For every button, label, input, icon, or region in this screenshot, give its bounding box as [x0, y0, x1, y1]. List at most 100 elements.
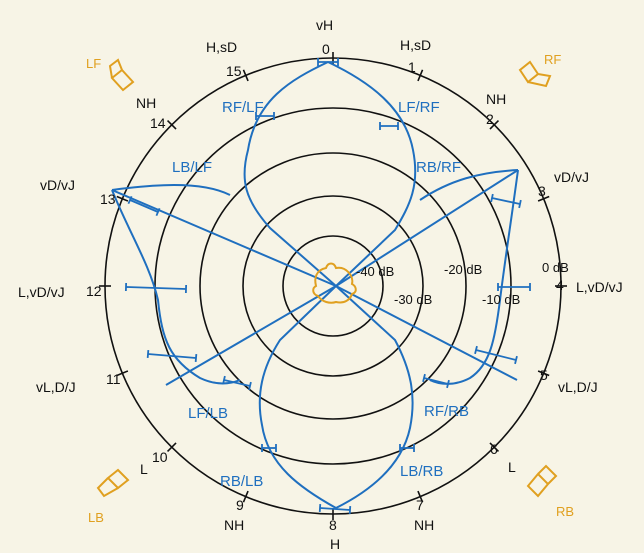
curve-label-rb-rf: RB/RF: [416, 159, 461, 176]
curve-label-lf-rf: LF/RF: [398, 99, 440, 116]
curve-right-outer: [429, 169, 519, 385]
curve-label-rf-rb: RF/RB: [424, 403, 469, 420]
error-bar-cap: [127, 195, 133, 205]
error-bar: [129, 199, 159, 213]
judgment-label-9: NH: [224, 517, 244, 533]
judgment-label-15: H,sD: [206, 39, 237, 55]
judgment-label-1: H,sD: [400, 37, 431, 53]
tick-mark: [537, 195, 550, 202]
error-bar-cap: [194, 353, 198, 363]
curve-right-upper: [419, 169, 519, 201]
error-bar: [223, 379, 251, 387]
curve-back-right: [335, 285, 414, 509]
error-bar: [125, 286, 187, 290]
tick-mark: [242, 69, 249, 82]
tick-mark: [116, 370, 129, 377]
speaker-icon-rf: [518, 60, 552, 88]
speaker-icon-rb: [526, 464, 558, 498]
speaker-label-lb: LB: [88, 510, 104, 525]
curve-label-lb-lf: LB/LF: [172, 159, 212, 176]
judgment-label-0: vH: [316, 17, 333, 33]
judgment-label-5: vL,D/J: [558, 379, 598, 395]
position-number-14: 14: [150, 115, 166, 131]
judgment-label-2: NH: [486, 91, 506, 107]
position-number-4: 4: [556, 277, 564, 293]
judgment-label-7: NH: [414, 517, 434, 533]
error-bar-cap: [222, 375, 226, 385]
judgment-label-12: L,vD/vJ: [18, 284, 65, 300]
error-bar-cap: [155, 207, 161, 217]
position-number-9: 9: [236, 497, 244, 513]
error-bar-cap: [490, 193, 494, 203]
listener-head-icon: [312, 262, 357, 304]
judgment-label-4: L,vD/vJ: [576, 279, 623, 295]
db-label-30: -30 dB: [394, 292, 432, 307]
db-label-20: -20 dB: [444, 262, 482, 277]
db-label-40: -40 dB: [356, 264, 394, 279]
judgment-label-8: H: [330, 536, 340, 552]
tick-mark: [489, 442, 500, 453]
judgment-label-6: L: [508, 459, 516, 475]
error-bar: [319, 507, 351, 511]
error-bar: [423, 377, 449, 385]
curve-back-left: [258, 285, 337, 509]
ring-30db: [242, 195, 424, 377]
error-bar: [491, 197, 521, 205]
position-number-12: 12: [86, 283, 102, 299]
curve-label-rb-lb: RB/LB: [220, 473, 263, 490]
curve-label-lf-lb: LF/LB: [188, 405, 228, 422]
position-number-2: 2: [486, 111, 494, 127]
error-bar-cap: [348, 505, 352, 515]
tick-mark: [116, 195, 129, 202]
tick-mark: [417, 490, 424, 503]
position-number-1: 1: [408, 59, 416, 75]
judgment-label-10: L: [140, 461, 148, 477]
speaker-label-rf: RF: [544, 52, 561, 67]
curve-left-outer: [111, 189, 241, 385]
ring-40db: [282, 235, 384, 337]
speaker-icon-lf: [108, 58, 135, 92]
position-number-13: 13: [100, 191, 116, 207]
tick-mark: [242, 490, 249, 503]
judgment-label-3: vD/vJ: [554, 169, 589, 185]
error-bar-cap: [146, 349, 150, 359]
tick-mark: [166, 119, 177, 130]
ring-20db: [199, 152, 467, 420]
curve-front-left: [243, 61, 337, 287]
error-bar-cap: [518, 199, 522, 209]
speaker-label-rb: RB: [556, 504, 574, 519]
directivity-curves: [111, 61, 519, 509]
judgment-label-13: vD/vJ: [40, 177, 75, 193]
error-bar-cap: [248, 381, 252, 391]
judgment-label-11: vL,D/J: [36, 379, 76, 395]
speaker-icon-lb: [96, 468, 130, 498]
error-bar-cap: [318, 503, 322, 513]
error-bar: [475, 349, 517, 361]
curve-label-lb-rb: LB/RB: [400, 463, 443, 480]
outer-ticks: [99, 52, 567, 520]
position-number-11: 11: [106, 371, 121, 387]
db-label-10: -10 dB: [482, 292, 520, 307]
error-bars: [124, 58, 531, 515]
speaker-label-lf: LF: [86, 56, 101, 71]
error-bar-cap: [514, 355, 518, 365]
position-number-7: 7: [416, 497, 424, 513]
position-number-5: 5: [540, 367, 548, 383]
position-number-0: 0: [322, 41, 330, 57]
error-bar-cap: [474, 345, 478, 355]
position-number-3: 3: [538, 183, 546, 199]
position-number-10: 10: [152, 449, 168, 465]
tick-mark: [537, 370, 550, 377]
curve-left-upper: [111, 184, 231, 196]
error-bar-cap: [446, 379, 450, 389]
curve-front-right: [327, 61, 417, 287]
error-bar: [147, 353, 197, 359]
position-number-8: 8: [329, 517, 337, 533]
tick-mark: [166, 442, 177, 453]
error-bar-cap: [422, 373, 426, 383]
curve-label-rf-lf: RF/LF: [222, 99, 264, 116]
tick-mark: [489, 119, 500, 130]
tick-mark: [417, 69, 424, 82]
position-number-6: 6: [490, 441, 498, 457]
